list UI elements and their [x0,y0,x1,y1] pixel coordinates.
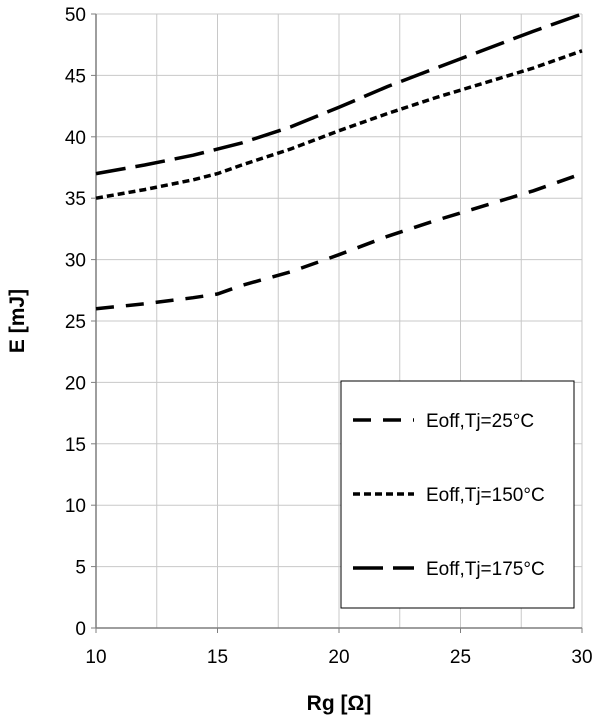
y-tick-label: 35 [65,189,86,210]
y-tick-label: 30 [65,251,86,272]
x-tick-label: 25 [450,647,471,668]
y-tick-label: 40 [65,128,86,149]
y-tick-label: 5 [75,558,86,579]
y-tick-label: 50 [65,5,86,26]
series-line-1 [95,171,583,311]
series-line-2 [95,49,583,200]
y-tick-label: 0 [75,619,86,640]
axes [91,13,583,633]
y-tick-label: 10 [65,496,86,517]
series-lines [95,12,583,311]
y-tick-label: 45 [65,66,86,87]
legend-label-1: Eoff,Tj=25°C [426,411,534,432]
legend-label-2: Eoff,Tj=150°C [426,485,545,506]
x-tick-label: 30 [571,647,592,668]
y-tick-label: 20 [65,373,86,394]
y-tick-label: 15 [65,435,86,456]
y-tick-label: 25 [65,312,86,333]
x-tick-label: 10 [85,647,106,668]
tick-labels: 0 5 10 15 20 25 30 35 40 45 50 10 15 20 25 30 [65,5,593,668]
x-tick-label: 20 [328,647,349,668]
series-line-3 [95,12,583,176]
legend: Eoff,Tj=25°C Eoff,Tj=150°C Eoff,Tj=175°C [340,380,575,609]
x-axis-title: Rg [Ω] [307,692,372,715]
x-tick-label: 15 [207,647,228,668]
legend-label-3: Eoff,Tj=175°C [426,559,545,580]
y-axis-title: E [mJ] [6,289,29,353]
